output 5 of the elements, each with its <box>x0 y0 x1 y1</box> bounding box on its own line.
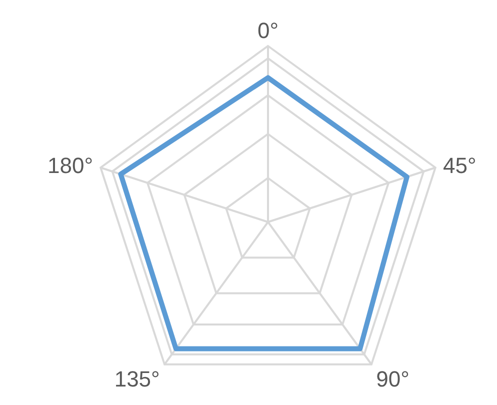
spoke-label: 0° <box>257 18 279 43</box>
spoke-label: 135° <box>114 366 160 392</box>
spoke-label: 45° <box>442 152 476 178</box>
spoke-label: 90° <box>376 366 410 392</box>
spoke-label: 180° <box>47 152 94 178</box>
